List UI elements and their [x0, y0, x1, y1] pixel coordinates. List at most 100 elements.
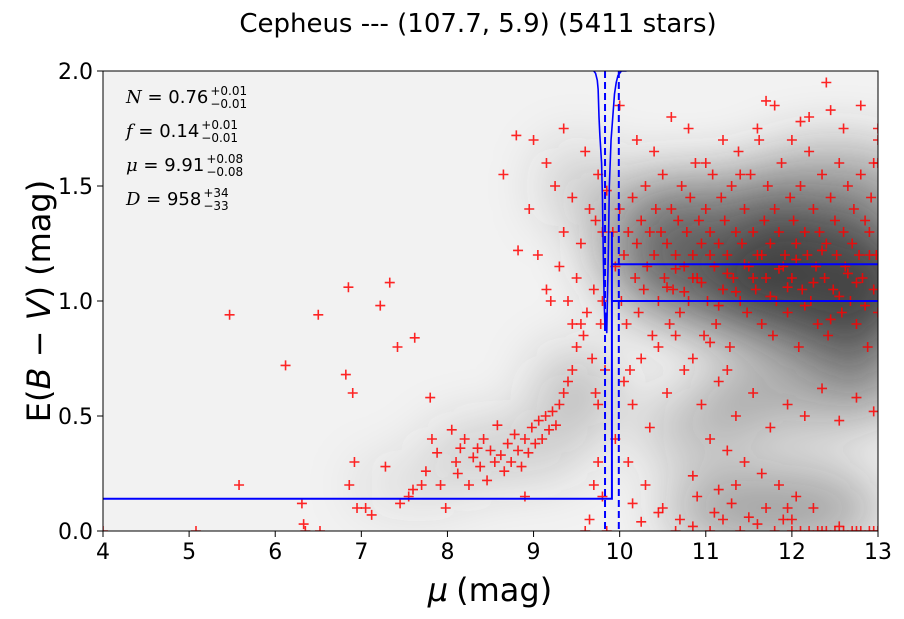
- data-point: [705, 250, 716, 260]
- data-point: [716, 192, 727, 203]
- density-blob: [536, 353, 617, 433]
- data-point: [855, 100, 866, 111]
- data-point: [625, 365, 635, 375]
- data-point: [618, 250, 629, 260]
- x-tick-label: 13: [864, 540, 892, 565]
- data-point: [478, 434, 489, 444]
- data-point: [593, 457, 604, 467]
- data-point: [817, 245, 828, 256]
- data-point: [533, 415, 544, 426]
- data-point: [649, 250, 660, 260]
- data-point: [821, 77, 832, 88]
- data-point: [687, 353, 698, 364]
- foreground-model-line: [103, 232, 613, 500]
- chart-title: Cepheus --- (107.7, 5.9) (5411 stars): [239, 9, 716, 39]
- data-point: [425, 392, 436, 403]
- data-point: [752, 123, 763, 134]
- data-point: [812, 319, 823, 329]
- data-point: [630, 273, 641, 283]
- data-point: [347, 388, 358, 398]
- data-point: [601, 526, 612, 531]
- data-point: [545, 296, 556, 306]
- data-point: [584, 204, 595, 214]
- y-tick-label: 0.5: [58, 405, 93, 430]
- data-point: [808, 277, 819, 288]
- y-axis-suffix: ) (mag): [20, 180, 58, 299]
- data-point: [743, 512, 754, 523]
- annotation-lower-error: −0.01: [201, 131, 238, 145]
- data-point: [636, 353, 647, 364]
- data-point: [482, 475, 493, 486]
- data-point: [662, 238, 673, 249]
- data-point: [748, 273, 759, 283]
- data-point: [782, 307, 793, 318]
- annotation-lower-error: −0.08: [206, 165, 243, 179]
- data-point: [718, 284, 728, 295]
- data-point: [788, 215, 799, 226]
- data-point: [679, 286, 690, 297]
- data-point: [709, 507, 720, 518]
- data-point: [730, 286, 741, 297]
- data-point: [468, 452, 479, 463]
- data-point: [659, 273, 670, 283]
- data-point: [459, 434, 470, 444]
- data-point: [633, 307, 644, 318]
- x-tick-label: 12: [778, 540, 806, 565]
- annotation-D: D = 958: [125, 189, 201, 210]
- data-point: [380, 461, 391, 472]
- data-point: [513, 245, 524, 256]
- data-point: [821, 526, 832, 531]
- data-point: [395, 498, 406, 509]
- data-point: [666, 112, 677, 122]
- data-point: [773, 227, 784, 237]
- annotation-N: N = 0.76: [125, 87, 208, 108]
- data-point: [472, 443, 483, 454]
- data-point: [864, 250, 875, 260]
- data-point: [699, 330, 710, 341]
- data-point: [840, 261, 851, 272]
- data-point: [567, 365, 578, 375]
- data-point: [524, 204, 535, 214]
- data-point: [597, 491, 608, 502]
- data-point: [343, 282, 354, 293]
- annotation-value: 9.91: [164, 155, 204, 176]
- annotation-upper-error: +0.01: [210, 84, 247, 98]
- data-point: [530, 438, 541, 449]
- data-point: [838, 227, 849, 237]
- annotation-value: 958: [167, 189, 201, 210]
- data-point: [864, 526, 875, 531]
- data-point: [868, 406, 878, 417]
- data-point: [825, 192, 836, 203]
- data-point: [786, 526, 797, 531]
- data-point: [769, 204, 780, 214]
- data-point: [854, 250, 865, 260]
- data-point: [498, 169, 509, 180]
- data-point: [804, 526, 815, 531]
- x-tick-label: 10: [606, 540, 634, 565]
- y-tick-label: 0.0: [58, 520, 93, 545]
- data-point: [730, 480, 741, 490]
- data-point: [836, 307, 847, 318]
- x-tick-label: 5: [182, 540, 196, 565]
- data-point: [653, 342, 664, 352]
- data-point: [825, 105, 836, 116]
- data-point: [786, 273, 797, 283]
- data-point: [754, 135, 765, 145]
- data-point: [296, 498, 307, 509]
- data-point: [692, 491, 703, 502]
- data-point: [558, 388, 569, 398]
- data-point: [234, 480, 245, 490]
- data-point: [375, 300, 386, 311]
- data-point: [644, 227, 655, 237]
- data-point: [657, 503, 668, 513]
- data-point: [860, 215, 871, 226]
- data-point: [631, 238, 642, 249]
- data-point: [511, 130, 522, 141]
- data-point: [550, 181, 561, 191]
- data-point: [718, 514, 728, 525]
- data-point: [834, 521, 845, 531]
- data-point: [571, 342, 582, 352]
- data-point: [674, 307, 685, 318]
- data-point: [862, 342, 873, 352]
